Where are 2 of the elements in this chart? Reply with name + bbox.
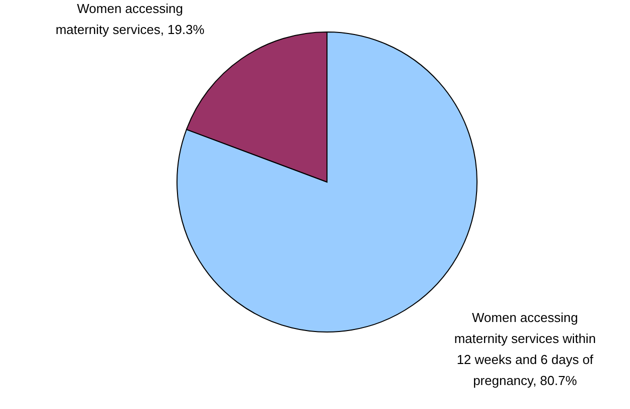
slice-label: Women accessing maternity services, 19.3% (56, 1, 205, 37)
slice-label: Women accessing maternity services within 12 weeks and 6 days of pregnancy, 80.7% (454, 310, 596, 388)
